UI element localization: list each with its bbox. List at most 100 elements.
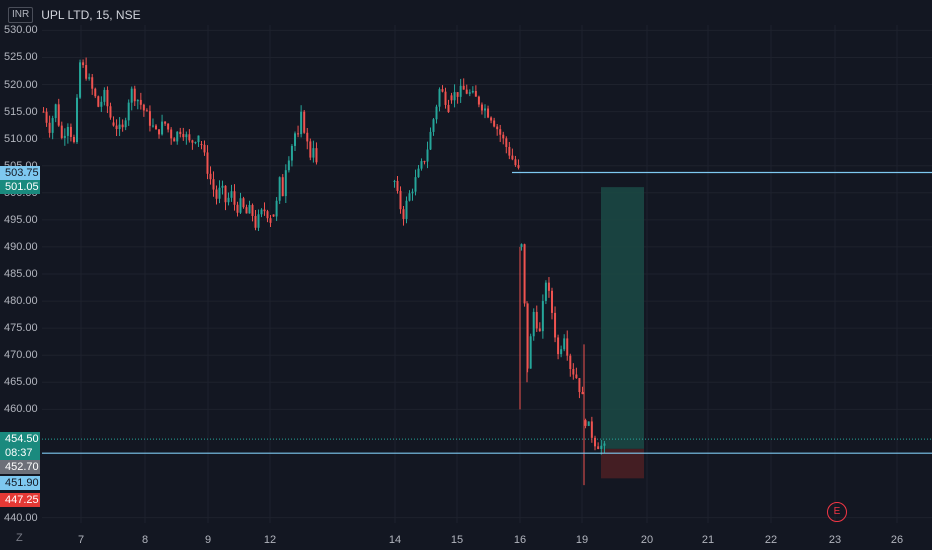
candle-body <box>474 91 477 97</box>
candle-body <box>560 349 563 355</box>
candle-body <box>399 190 402 210</box>
y-tick-label: 510.00 <box>4 132 38 145</box>
candle-body <box>435 106 438 120</box>
candle-body <box>79 62 82 98</box>
candle-body <box>444 91 447 105</box>
candle-body <box>66 126 69 136</box>
candle-body <box>493 120 496 127</box>
candle-body <box>106 89 109 107</box>
y-tick-label: 440.00 <box>4 511 38 524</box>
auto-scale-button[interactable]: Z <box>16 532 23 544</box>
candle-body <box>300 111 303 135</box>
candle-body <box>218 187 221 199</box>
candle-body <box>118 124 121 130</box>
y-tick-label: 495.00 <box>4 213 38 226</box>
candle-body <box>417 168 420 178</box>
candle-body <box>480 104 483 111</box>
horizontal-lines[interactable] <box>42 171 932 454</box>
candle-body <box>121 124 124 128</box>
candle-body <box>511 155 514 160</box>
candle-body <box>405 200 408 219</box>
x-tick-label: 16 <box>513 534 527 546</box>
candle-body <box>484 108 486 111</box>
candle-body <box>221 185 224 188</box>
candle-body <box>260 209 263 215</box>
stop-price-tag: 447.25 <box>0 493 40 508</box>
candle-body <box>514 159 517 166</box>
candle-body <box>155 125 157 130</box>
candle-body <box>164 121 167 124</box>
candle-body <box>459 85 462 97</box>
candle-body <box>167 123 170 130</box>
candle-body <box>139 99 142 105</box>
candle-body <box>597 446 600 450</box>
candle-body <box>526 303 529 369</box>
candle-body <box>236 204 239 213</box>
candle-body <box>447 104 450 113</box>
candle-body <box>272 214 275 217</box>
candle-body <box>402 209 405 219</box>
candle-body <box>468 92 471 94</box>
y-tick-label: 460.00 <box>4 403 38 416</box>
currency-badge[interactable]: INR <box>8 7 34 23</box>
candle-body <box>133 88 136 102</box>
candle-body <box>191 140 194 143</box>
candle-body <box>450 95 453 101</box>
candle-body <box>130 88 133 103</box>
y-tick-label: 490.00 <box>4 240 38 253</box>
candle-body <box>112 122 115 126</box>
x-tick-label: 20 <box>640 534 654 546</box>
level-low-tag: 451.90 <box>0 476 40 491</box>
candle-body <box>97 96 100 107</box>
x-tick-label: 8 <box>141 534 149 546</box>
symbol-title[interactable]: UPL LTD, 15, NSE <box>41 8 141 22</box>
candle-body <box>215 189 218 199</box>
candle-body <box>477 96 480 105</box>
candle-body <box>547 282 550 291</box>
candle-body <box>227 197 230 203</box>
candle-body <box>242 198 245 208</box>
long-position-tool[interactable] <box>42 187 932 479</box>
candle-body <box>48 122 51 133</box>
x-tick-label: 9 <box>204 534 212 546</box>
candle-body <box>572 369 575 375</box>
candle-body <box>245 207 248 214</box>
candle-body <box>523 244 526 304</box>
candle-body <box>176 131 179 142</box>
candle-body <box>269 218 272 223</box>
current-price-tag: 452.70 <box>0 460 40 475</box>
earnings-icon[interactable]: E <box>827 502 847 522</box>
candle-body <box>471 91 474 93</box>
x-tick-label: 26 <box>890 534 904 546</box>
candle-body <box>496 126 499 130</box>
candle-body <box>148 111 151 126</box>
candle-body <box>290 145 293 161</box>
candle-body <box>520 244 523 247</box>
candle-body <box>194 142 197 144</box>
candle-body <box>465 89 468 94</box>
candle-body <box>284 170 287 197</box>
candle-body <box>538 328 541 332</box>
x-tick-label: 19 <box>575 534 589 546</box>
candle-body <box>170 129 173 139</box>
candle-body <box>136 99 139 102</box>
y-tick-label: 480.00 <box>4 295 38 308</box>
candle-body <box>411 191 414 194</box>
candle-body <box>566 338 569 356</box>
candle-body <box>429 131 432 150</box>
candle-body <box>294 133 296 146</box>
y-tick-label: 475.00 <box>4 322 38 335</box>
y-tick-label: 485.00 <box>4 268 38 280</box>
y-tick-label: 525.00 <box>4 51 38 64</box>
candle-body <box>420 161 423 169</box>
candle-body <box>502 134 505 139</box>
candle-body <box>315 148 318 163</box>
candle-body <box>544 282 547 301</box>
candle-body <box>600 445 603 450</box>
candle-body <box>224 185 227 203</box>
target-price-tag: 454.50 <box>0 432 40 447</box>
candle-body <box>278 177 281 201</box>
candle-body <box>76 97 78 143</box>
x-tick-label: 15 <box>450 534 464 546</box>
